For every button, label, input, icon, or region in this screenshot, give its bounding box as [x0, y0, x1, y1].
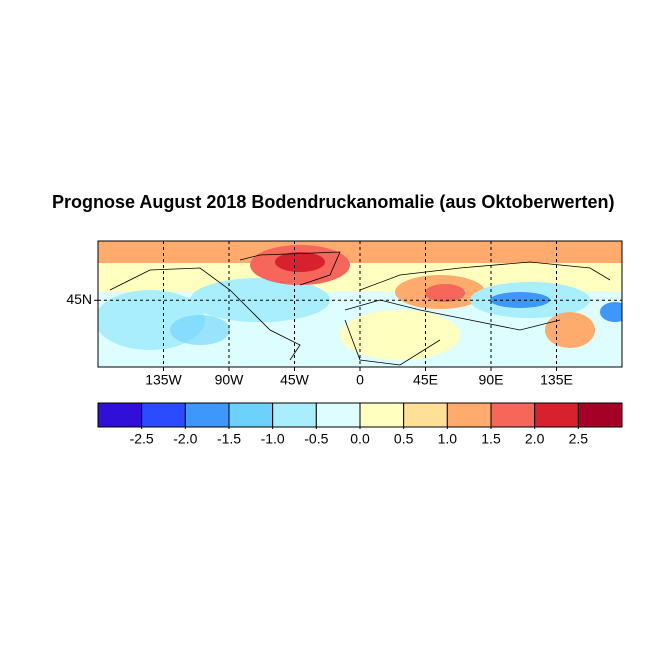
colorbar-tick-label: -1.0 — [261, 431, 285, 447]
x-tick-label: 135E — [540, 372, 573, 388]
x-tick-label: 45E — [413, 372, 438, 388]
color-box — [534, 402, 579, 428]
x-tick-label: 135W — [145, 372, 182, 388]
color-box — [403, 402, 448, 428]
colorbar-tick-label: 2.5 — [569, 431, 589, 447]
color-box — [184, 402, 230, 428]
colorbar-tick-label: 0.5 — [394, 431, 414, 447]
colorbar-tick-label: 2.0 — [525, 431, 545, 447]
x-tick-label: 45W — [280, 372, 310, 388]
x-tick-label: 90E — [479, 372, 504, 388]
color-box — [315, 402, 361, 428]
colorbar-tick-label: 0.0 — [350, 431, 370, 447]
y-tick-label: 45N — [66, 291, 92, 307]
x-tick-label: 90W — [215, 372, 245, 388]
colorbar-tick-label: -2.5 — [130, 431, 154, 447]
color-box — [490, 402, 536, 428]
colorbar-tick-label: -2.0 — [173, 431, 197, 447]
color-box — [272, 402, 317, 428]
color-box — [228, 402, 274, 428]
x-tick-label: 0 — [356, 372, 364, 388]
chart-title: Prognose August 2018 Bodendruckanomalie … — [52, 192, 614, 212]
color-box — [359, 402, 405, 428]
colorbar-tick-label: 1.5 — [481, 431, 501, 447]
color-box — [446, 402, 492, 428]
map-field — [98, 241, 622, 367]
color-box — [577, 402, 623, 428]
colorbar-tick-label: -1.5 — [217, 431, 241, 447]
color-box — [141, 402, 186, 428]
colorbar-tick-label: -0.5 — [304, 431, 328, 447]
colorbar-tick-label: 1.0 — [438, 431, 458, 447]
color-box — [97, 402, 143, 428]
